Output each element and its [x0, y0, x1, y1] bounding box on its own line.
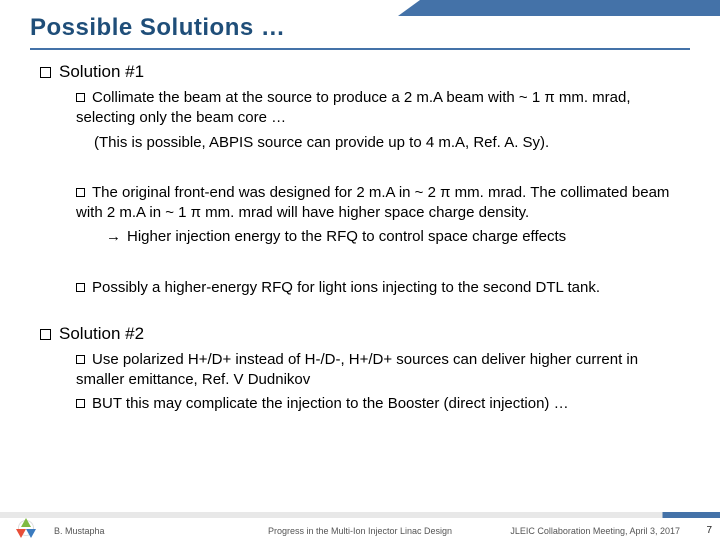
spacer — [40, 169, 690, 183]
bullet-arrow-line: → Higher injection energy to the RFQ to c… — [106, 227, 690, 247]
bullet-text: The original front-end was designed for … — [76, 184, 669, 221]
title-wrap: Possible Solutions … — [30, 14, 690, 42]
bullet-text: Solution #1 — [59, 62, 144, 81]
square-bullet-icon — [76, 355, 85, 364]
bullet-text: Use polarized H+/D+ instead of H-/D-, H+… — [76, 351, 638, 388]
bullet-level2: Collimate the beam at the source to prod… — [76, 88, 690, 129]
content-area: Solution #1 Collimate the beam at the sou… — [40, 62, 690, 419]
bullet-text: Possibly a higher-energy RFQ for light i… — [92, 279, 600, 296]
square-bullet-icon — [40, 67, 51, 78]
slide: Possible Solutions … Solution #1 Collimat… — [0, 0, 720, 540]
footer-band — [0, 512, 720, 518]
bullet-text: Higher injection energy to the RFQ to co… — [127, 228, 566, 245]
title-underline — [30, 48, 690, 50]
square-bullet-icon — [76, 399, 85, 408]
bullet-text: BUT this may complicate the injection to… — [92, 395, 569, 412]
spacer — [40, 264, 690, 278]
bullet-text: Solution #2 — [59, 324, 144, 343]
bullet-level2: Use polarized H+/D+ instead of H-/D-, H+… — [76, 350, 690, 391]
page-number: 7 — [706, 525, 712, 536]
bullet-level2: The original front-end was designed for … — [76, 183, 690, 224]
bullet-level2: BUT this may complicate the injection to… — [76, 394, 690, 414]
bullet-level1: Solution #2 — [40, 324, 690, 344]
arrow-icon: → — [106, 227, 121, 247]
bullet-continuation: (This is possible, ABPIS source can prov… — [94, 133, 690, 153]
spacer — [40, 302, 690, 324]
bullet-level2: Possibly a higher-energy RFQ for light i… — [76, 278, 690, 298]
bullet-level1: Solution #1 — [40, 62, 690, 82]
square-bullet-icon — [76, 93, 85, 102]
square-bullet-icon — [76, 283, 85, 292]
square-bullet-icon — [76, 188, 85, 197]
page-title: Possible Solutions … — [30, 14, 690, 42]
square-bullet-icon — [40, 329, 51, 340]
bullet-text: Collimate the beam at the source to prod… — [76, 89, 631, 126]
footer-meeting: JLEIC Collaboration Meeting, April 3, 20… — [510, 526, 680, 536]
footer: B. Mustapha Progress in the Multi-Ion In… — [0, 512, 720, 540]
